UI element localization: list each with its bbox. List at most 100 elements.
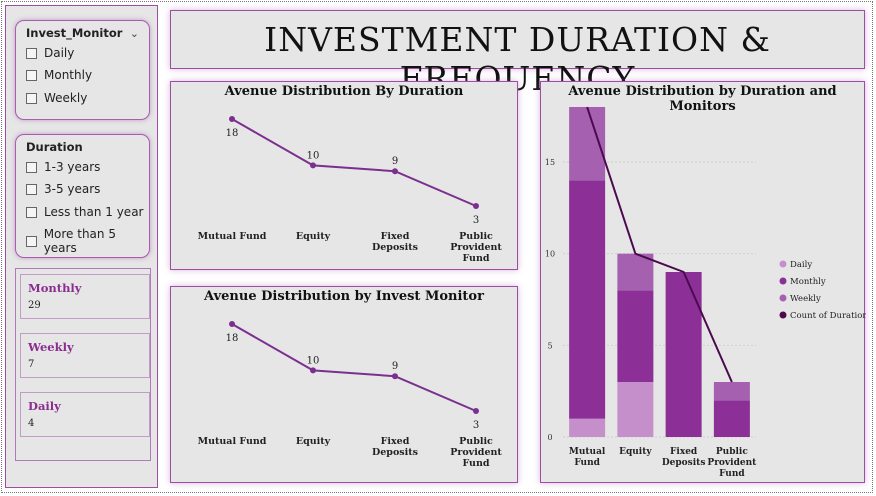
kpi-monthly: Monthly 29 <box>20 274 150 319</box>
invest-monitor-slicer: Invest_Monitor ⌄ Daily Monthly Weekly <box>15 20 150 120</box>
legend-marker <box>779 260 787 268</box>
y-tick-label: 5 <box>547 341 552 350</box>
data-point <box>392 373 398 380</box>
legend-label: Monthly <box>790 277 826 287</box>
x-tick-label: Fund <box>719 469 745 479</box>
x-tick-label: Fixed <box>381 436 410 447</box>
bar-segment <box>713 382 750 401</box>
legend-label: Weekly <box>790 294 821 304</box>
page-header: INVESTMENT DURATION & FREQUENCY <box>170 10 865 98</box>
checkbox[interactable] <box>26 161 37 173</box>
bar-segment <box>569 180 606 419</box>
x-tick-label: Public <box>459 436 493 447</box>
monitor-line-panel: Avenue Distribution by Invest Monitor 18… <box>170 286 518 483</box>
series-line <box>231 323 477 412</box>
chart-title: Avenue Distribution by Invest Monitor <box>204 289 484 304</box>
x-tick-label: Fund <box>462 253 489 264</box>
kpi-label: Daily <box>28 399 61 413</box>
data-label: 18 <box>226 128 239 139</box>
x-tick-label: Fixed <box>670 447 698 457</box>
x-tick-label: Deposits <box>662 458 706 468</box>
kpi-label: Weekly <box>28 340 74 354</box>
x-tick-label: Equity <box>296 436 331 447</box>
checkbox[interactable] <box>26 206 37 218</box>
series-line <box>231 118 477 207</box>
x-tick-label: Mutual Fund <box>198 231 267 242</box>
x-tick-label: Provident <box>450 447 502 458</box>
chart-title: Avenue Distribution by Duration and Moni… <box>568 84 837 114</box>
data-point <box>392 168 398 175</box>
x-tick-label: Deposits <box>372 447 418 458</box>
legend-label: Count of Duration <box>790 311 866 321</box>
slicer-option-weekly[interactable]: Weekly <box>26 91 87 105</box>
y-tick-label: 15 <box>545 158 555 167</box>
data-point <box>229 116 235 122</box>
data-label: 10 <box>307 355 320 366</box>
legend-marker <box>779 294 787 302</box>
x-tick-label: Provident <box>450 242 502 253</box>
bar-segment <box>569 418 606 437</box>
invest-monitor-slicer-title: Invest_Monitor <box>26 26 123 40</box>
stacked-bar-panel: Avenue Distribution by Duration and Moni… <box>540 81 866 483</box>
checkbox[interactable] <box>26 183 37 195</box>
data-label: 18 <box>226 333 239 344</box>
checkbox[interactable] <box>26 69 37 81</box>
data-label: 9 <box>392 361 398 372</box>
slicer-option-daily[interactable]: Daily <box>26 46 74 60</box>
x-tick-label: Public <box>716 447 748 457</box>
x-tick-label: Deposits <box>372 242 418 253</box>
sidebar: Invest_Monitor ⌄ Daily Monthly Weekly Du… <box>5 5 158 488</box>
x-tick-label: Mutual <box>569 447 606 457</box>
x-tick-label: Fund <box>462 458 489 469</box>
x-tick-label: Equity <box>619 447 652 457</box>
legend-marker <box>779 311 787 319</box>
x-tick-label: Public <box>459 231 493 242</box>
kpi-value: 4 <box>28 418 35 429</box>
x-tick-label: Fixed <box>381 231 410 242</box>
slicer-option-3-5-years[interactable]: 3-5 years <box>26 182 100 196</box>
count-of-duration-line <box>586 106 733 383</box>
x-tick-label: Fund <box>574 458 600 468</box>
data-point <box>473 408 479 414</box>
slicer-option-monthly[interactable]: Monthly <box>26 68 92 82</box>
y-tick-label: 10 <box>545 250 555 259</box>
slicer-option-less-than-1-year[interactable]: Less than 1 year <box>26 205 143 219</box>
bar-segment <box>713 400 750 437</box>
x-tick-label: Provident <box>707 458 757 468</box>
y-tick-label: 0 <box>547 433 552 442</box>
data-label: 9 <box>392 156 398 167</box>
data-label: 10 <box>307 150 320 161</box>
legend-label: Daily <box>790 260 812 270</box>
kpi-label: Monthly <box>28 281 82 295</box>
bar-segment <box>617 290 654 382</box>
checkbox[interactable] <box>26 235 37 247</box>
checkbox[interactable] <box>26 47 37 59</box>
duration-slicer-title: Duration <box>26 140 83 154</box>
data-label: 3 <box>473 215 479 226</box>
kpi-daily: Daily 4 <box>20 392 150 437</box>
x-tick-label: Equity <box>296 231 331 242</box>
bar-segment <box>617 253 654 291</box>
page-title: INVESTMENT DURATION & FREQUENCY <box>264 20 771 98</box>
bar-segment <box>617 382 654 437</box>
kpi-group <box>15 268 151 461</box>
checkbox[interactable] <box>26 92 37 104</box>
data-point <box>473 203 479 209</box>
kpi-weekly: Weekly 7 <box>20 333 150 378</box>
data-point <box>229 321 235 327</box>
data-label: 3 <box>473 420 479 431</box>
slicer-option-more-than-5-years[interactable]: More than 5 years <box>26 227 149 255</box>
legend-marker <box>779 277 787 285</box>
kpi-value: 7 <box>28 359 35 370</box>
chevron-down-icon[interactable]: ⌄ <box>129 27 139 40</box>
chart-title: Avenue Distribution By Duration <box>224 84 464 99</box>
data-point <box>310 162 316 169</box>
x-tick-label: Mutual Fund <box>198 436 267 447</box>
slicer-option-1-3-years[interactable]: 1-3 years <box>26 160 100 174</box>
bar-segment <box>665 272 702 437</box>
duration-slicer: Duration 1-3 years 3-5 years Less than 1… <box>15 134 150 258</box>
duration-line-panel: Avenue Distribution By Duration 18 10 9 3 Mu… <box>170 81 518 270</box>
